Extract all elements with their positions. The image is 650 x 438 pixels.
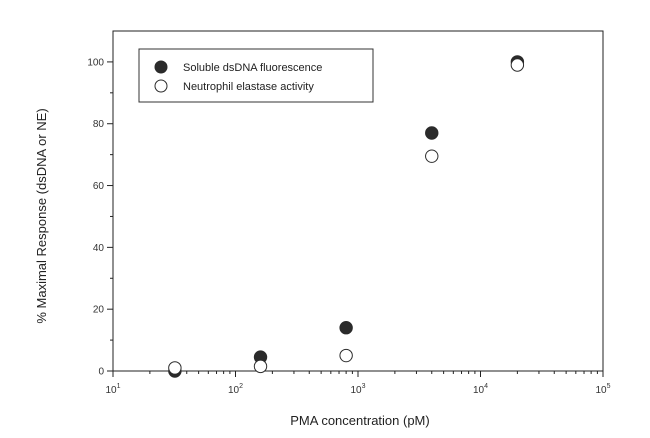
x-tick-label: 103 xyxy=(350,383,365,396)
y-axis-title: % Maximal Response (dsDNA or NE) xyxy=(34,108,49,323)
legend-label: Neutrophil elastase activity xyxy=(183,81,314,93)
elastase-point xyxy=(339,348,353,363)
legend-label: Soluble dsDNA fluorescence xyxy=(183,62,322,74)
x-tick-label: 105 xyxy=(595,383,610,396)
x-tick-base: 10 xyxy=(105,385,117,396)
dsdna-point xyxy=(425,126,439,140)
legend-marker-filled xyxy=(154,60,168,74)
x-tick-base: 10 xyxy=(228,385,240,396)
x-tick-base: 10 xyxy=(473,385,485,396)
x-tick-label: 101 xyxy=(105,383,120,396)
x-tick-base: 10 xyxy=(595,385,607,396)
x-tick-exponent: 2 xyxy=(239,383,243,390)
y-tick-label: 80 xyxy=(93,119,105,130)
y-tick-label: 40 xyxy=(93,243,105,254)
x-tick-label: 102 xyxy=(228,383,243,396)
y-tick-label: 0 xyxy=(98,367,104,378)
x-axis-title: PMA concentration (pM) xyxy=(290,413,429,428)
legend-box xyxy=(138,48,374,103)
x-tick-exponent: 4 xyxy=(484,383,488,390)
legend-marker-open xyxy=(154,79,168,93)
x-tick-exponent: 5 xyxy=(607,383,611,390)
elastase-point xyxy=(168,361,182,375)
x-tick-label: 104 xyxy=(473,383,488,396)
x-tick-exponent: 3 xyxy=(362,383,366,390)
x-tick-exponent: 1 xyxy=(117,383,121,390)
elastase-point xyxy=(425,149,439,163)
y-tick-label: 60 xyxy=(93,181,105,192)
y-tick-label: 100 xyxy=(87,57,104,68)
y-tick-label: 20 xyxy=(93,305,105,316)
dsdna-point xyxy=(339,321,353,335)
elastase-point xyxy=(253,359,268,374)
elastase-point xyxy=(510,58,525,72)
data-points xyxy=(168,55,525,378)
legend: Soluble dsDNA fluorescence Neutrophil ela… xyxy=(138,48,374,103)
x-tick-base: 10 xyxy=(350,385,362,396)
